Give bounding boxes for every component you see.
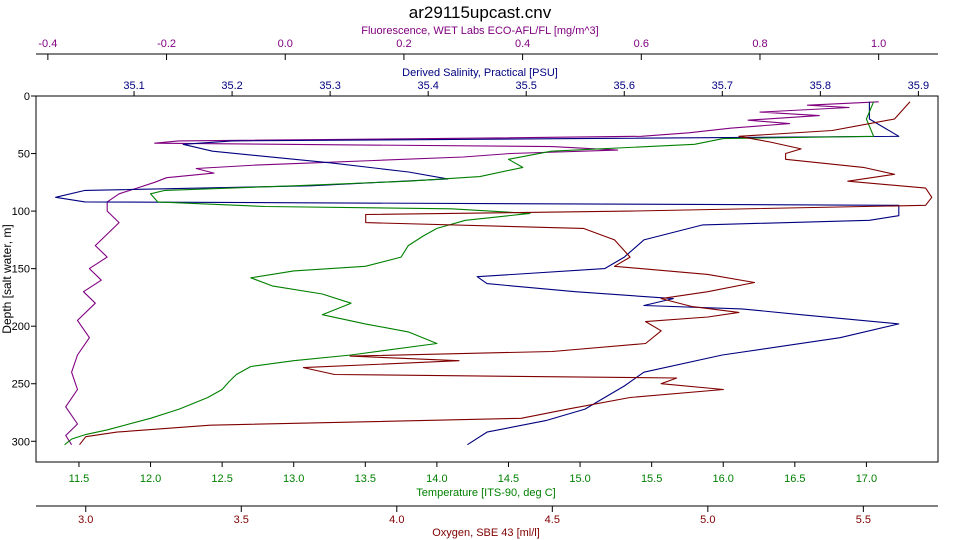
sal-profile-line <box>55 101 900 446</box>
fluor-tick-label: -0.4 <box>38 38 57 50</box>
salinity-axis-label: Derived Salinity, Practical [PSU] <box>402 67 558 79</box>
depth-axis-label: Depth [salt water, m] <box>0 224 14 333</box>
temp-tick-label: 13.5 <box>355 473 376 485</box>
depth-tick-label: 50 <box>18 149 30 161</box>
temp-tick-label: 15.5 <box>641 473 662 485</box>
temp-tick-label: 11.5 <box>69 473 90 485</box>
temperature-axis-label: Temperature [ITS-90, deg C] <box>416 487 555 499</box>
temp-tick-label: 16.5 <box>784 473 805 485</box>
temp-tick-label: 14.0 <box>426 473 447 485</box>
oxy-tick-label: 5.0 <box>700 514 715 526</box>
sal-tick-label: 35.1 <box>123 80 144 92</box>
depth-tick-label: 100 <box>12 206 30 218</box>
sal-tick-label: 35.5 <box>516 80 537 92</box>
temp-tick-label: 17.0 <box>856 473 877 485</box>
depth-tick-label: 250 <box>12 379 30 391</box>
fluor-tick-label: 0.0 <box>278 38 293 50</box>
oxy-tick-label: 3.0 <box>78 514 93 526</box>
temp-tick-label: 13.0 <box>283 473 304 485</box>
fluor-tick-label: 0.6 <box>634 38 649 50</box>
temperature-axis-ticks: 11.5 12.0 12.5 13.0 13.5 14.0 14.5 15.0 15.5 16.0… <box>69 462 877 485</box>
depth-tick-label: 300 <box>12 436 30 448</box>
temp-profile-line <box>64 101 875 446</box>
sal-tick-label: 35.9 <box>908 80 929 92</box>
temp-tick-label: 12.0 <box>140 473 161 485</box>
fluor-tick-label: 0.4 <box>515 38 530 50</box>
oxy-profile-line <box>79 101 933 446</box>
plot-area-frame <box>35 95 939 463</box>
depth-tick-label: 200 <box>12 321 30 333</box>
sal-tick-label: 35.2 <box>221 80 242 92</box>
temp-tick-label: 15.0 <box>569 473 590 485</box>
oxy-tick-label: 4.5 <box>545 514 560 526</box>
sal-tick-label: 35.7 <box>712 80 733 92</box>
oxygen-axis-ticks: 3.0 3.5 4.0 4.5 5.0 5.5 <box>78 506 871 526</box>
temp-tick-label: 16.0 <box>713 473 734 485</box>
fluorescence-axis-ticks: -0.4 -0.2 0.0 0.2 0.4 0.6 0.8 1.0 <box>38 38 886 60</box>
fluor-tick-label: -0.2 <box>157 38 176 50</box>
temp-tick-label: 12.5 <box>211 473 232 485</box>
temp-tick-label: 14.5 <box>498 473 519 485</box>
chart-title: ar29115upcast.cnv <box>409 3 552 22</box>
oxygen-axis-label: Oxygen, SBE 43 [ml/l] <box>432 527 540 539</box>
sal-tick-label: 35.3 <box>319 80 340 92</box>
sal-tick-label: 35.8 <box>810 80 831 92</box>
fluorescence-axis-label: Fluorescence, WET Labs ECO-AFL/FL [mg/m^… <box>361 25 598 37</box>
sal-tick-label: 35.4 <box>417 80 438 92</box>
fluor-tick-label: 0.2 <box>396 38 411 50</box>
oxy-tick-label: 3.5 <box>234 514 249 526</box>
oxy-tick-label: 5.5 <box>856 514 871 526</box>
sal-tick-label: 35.6 <box>614 80 635 92</box>
depth-tick-label: 150 <box>12 264 30 276</box>
depth-tick-label: 0 <box>24 91 30 103</box>
fluor-profile-line <box>65 101 879 445</box>
fluor-tick-label: 0.8 <box>752 38 767 50</box>
depth-axis-ticks: 0 50 100 150 200 250 300 <box>12 91 36 448</box>
oxy-tick-label: 4.0 <box>389 514 404 526</box>
fluor-tick-label: 1.0 <box>871 38 886 50</box>
salinity-axis-ticks: 35.1 35.2 35.3 35.4 35.5 35.6 35.7 35.8 35.9 <box>123 80 929 96</box>
profile-series <box>55 101 933 446</box>
